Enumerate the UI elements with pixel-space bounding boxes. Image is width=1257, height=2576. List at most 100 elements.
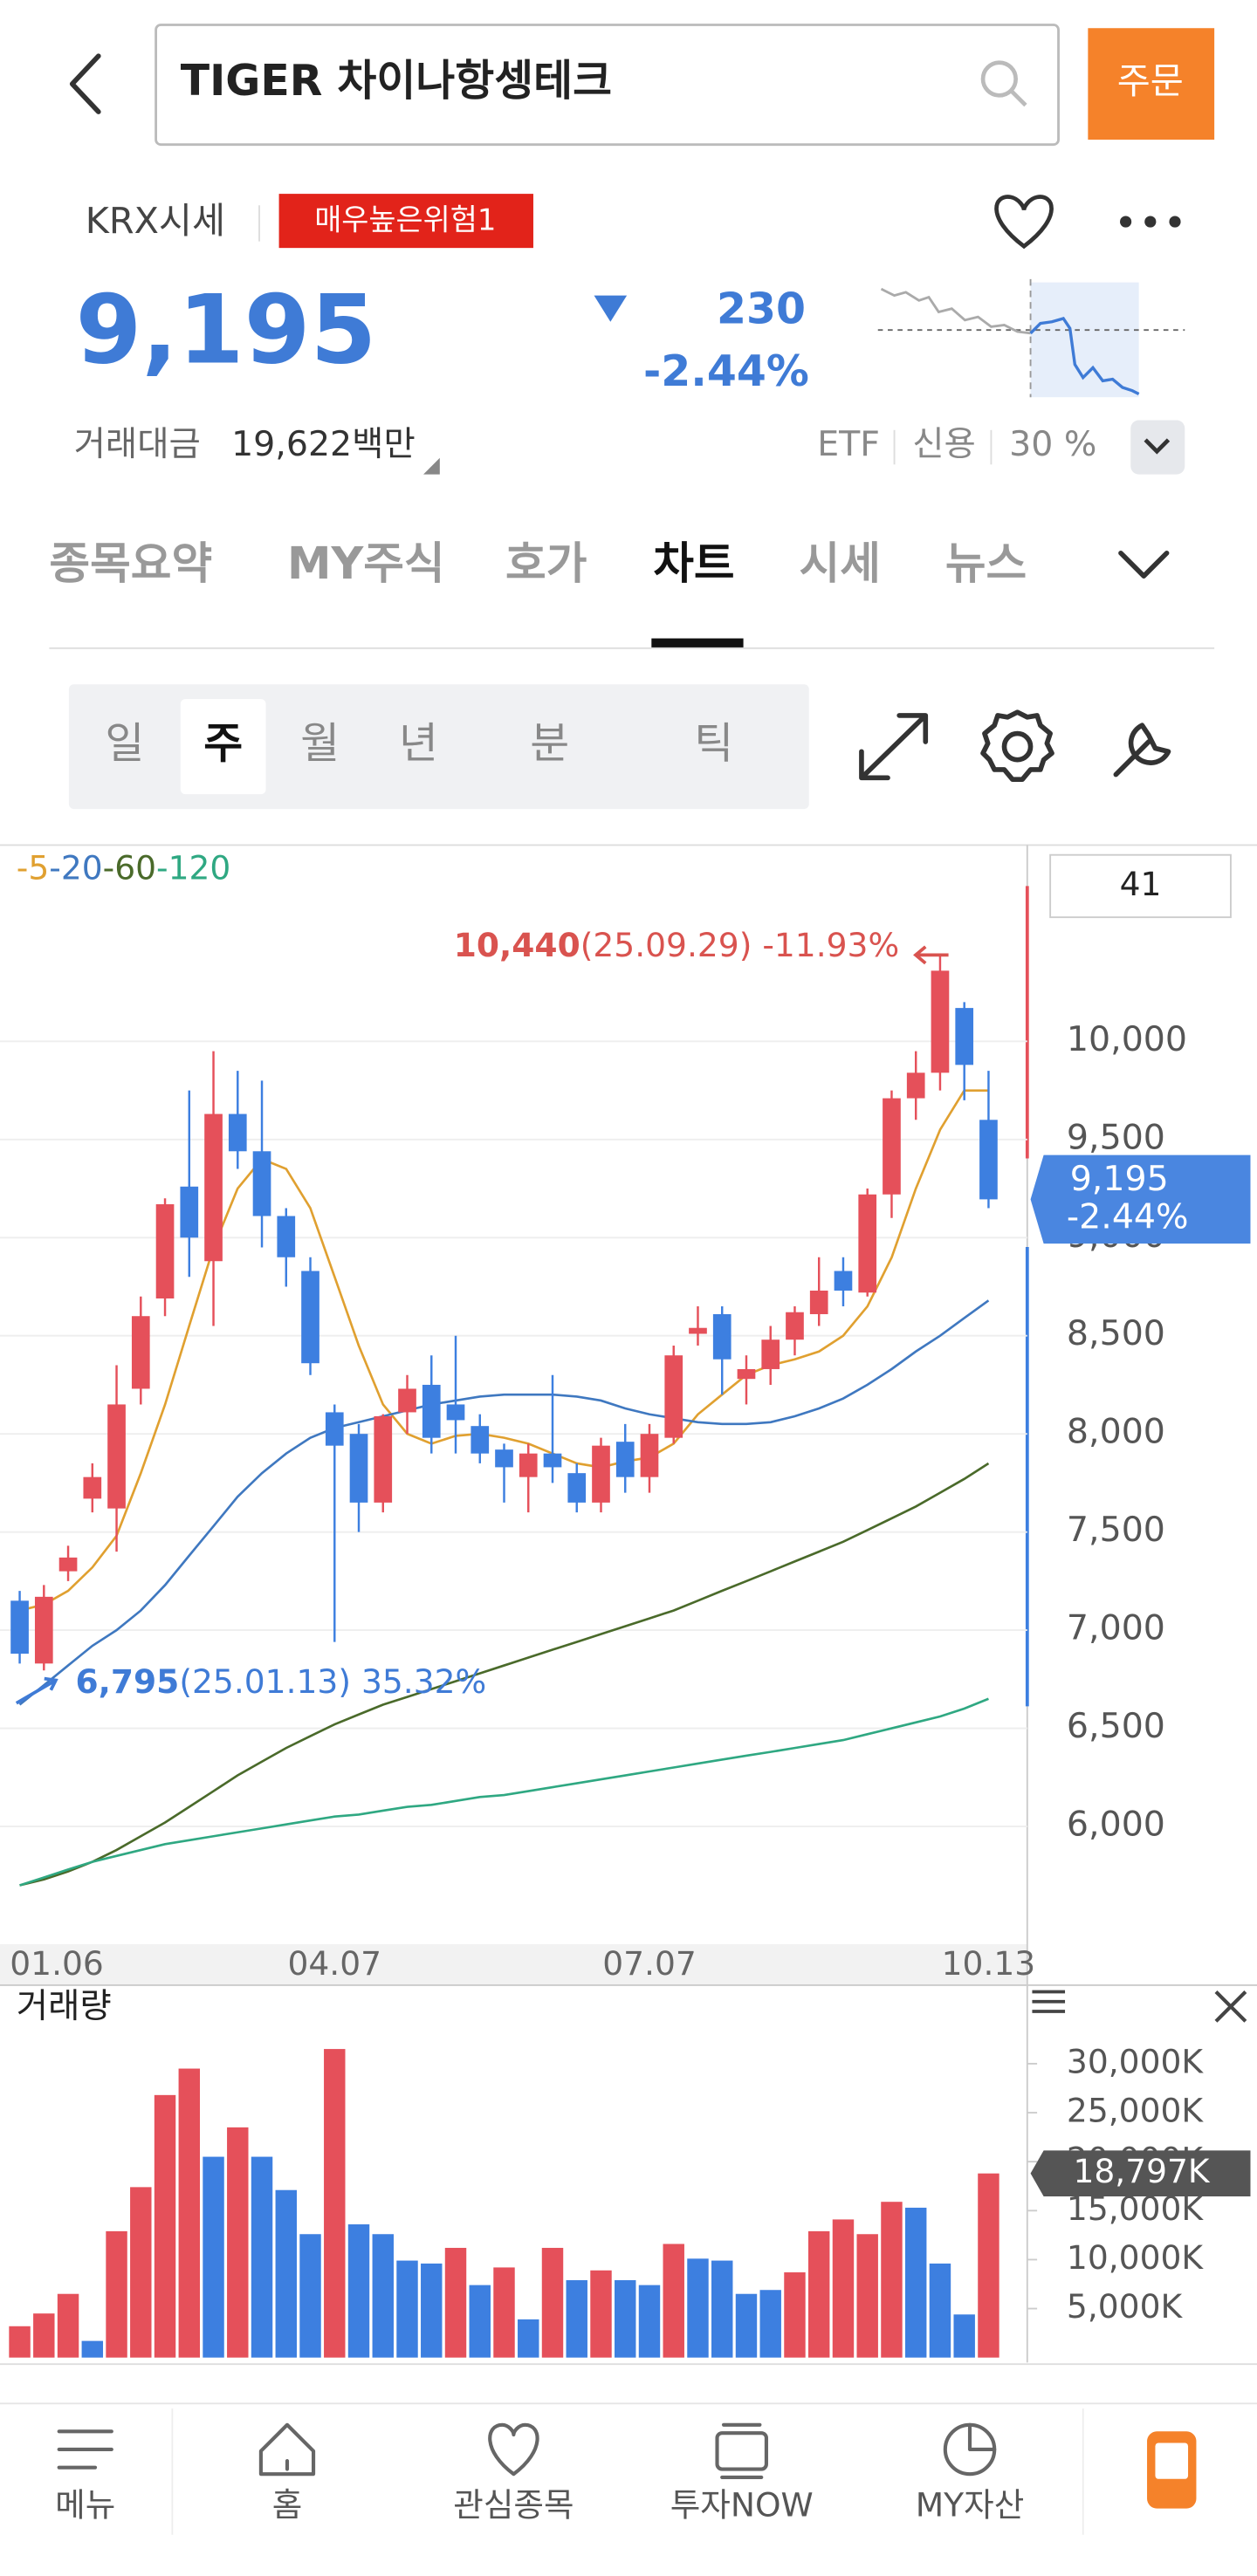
count-box (1049, 853, 1232, 919)
market-label: KRX시세 (86, 200, 225, 242)
nav-label[interactable]: MY자산 (916, 2485, 1025, 2524)
tab[interactable]: 뉴스 (945, 538, 1027, 589)
menu-icon[interactable] (57, 2429, 113, 2470)
candle-body (422, 1384, 441, 1438)
candle-body (519, 1453, 538, 1477)
change-rate: -2.44% (643, 346, 809, 396)
ma-line (19, 1697, 989, 1887)
period-tab[interactable]: 분 (530, 719, 569, 769)
volume-title: 거래량 (17, 1986, 112, 2026)
chevron (1144, 438, 1171, 455)
invest-now-icon[interactable] (715, 2422, 768, 2479)
volume-bar (299, 2234, 321, 2358)
x-tick-label: 10.13 (942, 1944, 1036, 1983)
intraday-sparkline (877, 278, 1185, 398)
y-tick-label: 8,000 (1067, 1412, 1165, 1452)
tab[interactable]: 호가 (505, 538, 587, 589)
high-value: 10,440 (454, 925, 580, 963)
x-tick-label: 01.06 (10, 1944, 104, 1983)
candle-body (131, 1316, 150, 1389)
volume-bar (663, 2244, 684, 2358)
search-icon[interactable] (980, 60, 1027, 107)
y-tick-label: 10,000K (1067, 2238, 1204, 2277)
volume-bar (881, 2202, 903, 2358)
close-volume-icon[interactable] (1214, 1990, 1247, 2023)
stock-title: TIGER 차이나항셍테크 (181, 56, 612, 106)
candle-body (809, 1290, 828, 1314)
volume-bar (33, 2313, 55, 2358)
volume-bar (324, 2049, 346, 2358)
bottom-nav: 메뉴 홈 관심종목 투자NOW MY자산 (55, 2485, 1024, 2524)
risk-badge-label: 매우높은위험1 (314, 203, 496, 237)
candle-body (228, 1113, 247, 1152)
volume-bar (469, 2285, 491, 2358)
volume-bar (541, 2247, 564, 2358)
tab[interactable]: MY주식 (287, 538, 445, 589)
more-tabs-button[interactable] (1118, 550, 1170, 579)
nav-label[interactable]: 투자NOW (670, 2485, 814, 2524)
volume-bar (590, 2270, 612, 2358)
search-box[interactable] (155, 24, 1060, 147)
volume-bar (493, 2267, 515, 2358)
tab[interactable]: 종목요약 (49, 538, 212, 589)
volume-bar (203, 2156, 224, 2358)
candle-body (906, 1072, 925, 1099)
volume-bar (106, 2230, 127, 2358)
candle-body (204, 1113, 223, 1262)
candle-body (858, 1194, 877, 1293)
candle-body (374, 1415, 393, 1503)
back-button[interactable] (69, 53, 101, 114)
price-chart: 6,0006,5007,0007,5008,0008,5009,0009,500… (0, 925, 1251, 1983)
candle-body (761, 1339, 780, 1369)
legend-entry: -5 (17, 848, 49, 887)
home-icon[interactable] (258, 2422, 316, 2477)
low-annotation: 6,795(25.01.13) 35.32% (75, 1662, 486, 1701)
order-button[interactable] (1088, 28, 1215, 140)
favorite-icon[interactable] (994, 195, 1054, 250)
my-assets-icon[interactable] (943, 2422, 997, 2477)
volume-menu-icon[interactable] (1032, 1990, 1066, 2013)
y-tick-label: 9,500 (1067, 1117, 1165, 1157)
more-icon[interactable] (1120, 216, 1181, 228)
current-change-label: -2.44% (1067, 1196, 1189, 1237)
y-tick-label: 10,000 (1067, 1019, 1187, 1059)
candle-body (979, 1120, 998, 1200)
volume-bar (978, 2173, 999, 2358)
etf-label: ETF (817, 424, 880, 464)
legend-entry: -20 (49, 848, 102, 887)
y-tick-label: 7,000 (1067, 1608, 1165, 1648)
period-tab[interactable]: 월 (300, 719, 340, 769)
settings-icon[interactable] (980, 709, 1054, 783)
watchlist-icon[interactable] (488, 2422, 539, 2477)
current-volume-label: 18,797K (1073, 2152, 1210, 2190)
volume-bar (396, 2260, 418, 2358)
volume-bar (687, 2258, 709, 2358)
volume-bar (57, 2293, 79, 2358)
high-annotation: 10,440(25.09.29) -11.93% (454, 925, 899, 963)
tools-icon[interactable] (1113, 723, 1171, 778)
period-tab[interactable]: 틱 (694, 719, 733, 769)
candle-body (689, 1327, 707, 1334)
candle-body (664, 1355, 683, 1438)
candle-body (446, 1404, 465, 1421)
candle-body (349, 1434, 368, 1503)
candle-body (83, 1476, 102, 1499)
expand-quote-button[interactable] (1130, 420, 1185, 475)
fullscreen-icon[interactable] (859, 713, 929, 781)
candle-body (543, 1453, 562, 1468)
tab[interactable]: 시세 (800, 538, 881, 589)
order-button-label: 주문 (1117, 60, 1184, 102)
phone-icon[interactable] (1147, 2431, 1197, 2509)
period-tab[interactable]: 주 (203, 719, 243, 769)
y-tick-label: 6,000 (1067, 1805, 1165, 1845)
period-tab[interactable]: 일 (105, 719, 144, 769)
x-tick-label: 07.07 (602, 1944, 697, 1983)
nav-label[interactable]: 메뉴 (55, 2485, 115, 2524)
period-tab[interactable]: 년 (399, 719, 438, 769)
candle-body (834, 1271, 853, 1291)
nav-label[interactable]: 관심종목 (453, 2485, 574, 2524)
nav-label[interactable]: 홈 (272, 2485, 303, 2524)
tab[interactable]: 차트 (653, 538, 734, 589)
